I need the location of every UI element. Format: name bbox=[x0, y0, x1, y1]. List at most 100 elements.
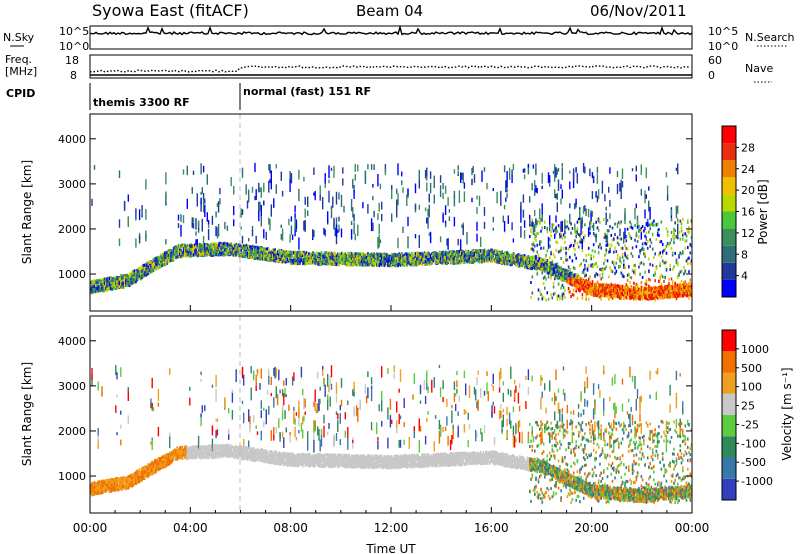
echo-cell bbox=[318, 257, 320, 262]
echo-cell bbox=[391, 186, 393, 200]
echo-cell bbox=[389, 264, 392, 268]
echo-cell bbox=[195, 245, 197, 249]
echo-cell bbox=[117, 282, 120, 286]
echo-cell bbox=[135, 270, 137, 274]
echo-cell bbox=[360, 263, 363, 267]
echo-cell bbox=[256, 255, 259, 259]
echo-cell bbox=[381, 257, 383, 261]
echo-cell bbox=[245, 246, 248, 250]
echo-cell bbox=[384, 261, 387, 265]
echo-cell bbox=[322, 259, 324, 263]
echo-cell bbox=[248, 195, 250, 203]
echo-cell bbox=[152, 268, 155, 272]
echo-cell bbox=[137, 267, 140, 271]
echo-cell bbox=[357, 257, 359, 261]
echo-cell bbox=[217, 253, 220, 257]
echo-cell bbox=[217, 201, 220, 213]
echo-cell bbox=[391, 264, 393, 268]
echo-cell bbox=[396, 207, 398, 218]
echo-cell bbox=[123, 279, 126, 283]
echo-cell bbox=[362, 252, 364, 256]
echo-cell bbox=[202, 165, 205, 173]
echo-cell bbox=[298, 261, 300, 265]
echo-cell bbox=[135, 280, 137, 284]
echo-cell bbox=[154, 257, 156, 261]
echo-cell bbox=[107, 277, 110, 281]
echo-cell bbox=[270, 258, 273, 262]
echo-cell bbox=[127, 194, 129, 202]
echo-cell bbox=[191, 247, 194, 251]
echo-cell bbox=[388, 256, 391, 260]
echo-cell bbox=[370, 253, 373, 257]
echo-cell bbox=[240, 247, 243, 251]
echo-cell bbox=[170, 253, 172, 257]
echo-cell bbox=[217, 244, 220, 248]
nsky-frame bbox=[89, 25, 693, 50]
echo-cell bbox=[503, 165, 506, 173]
echo-cell bbox=[384, 253, 387, 257]
echo-cell bbox=[246, 200, 249, 209]
echo-cell bbox=[334, 257, 337, 261]
echo-cell bbox=[130, 278, 132, 282]
echo-cell bbox=[401, 171, 403, 177]
plot-title: Syowa East (fitACF) bbox=[92, 1, 249, 20]
echo-cell bbox=[135, 277, 137, 282]
echo-cell bbox=[500, 196, 502, 206]
echo-cell bbox=[273, 255, 275, 259]
echo-cell bbox=[343, 254, 345, 258]
echo-cell bbox=[264, 250, 266, 254]
echo-cell bbox=[310, 259, 313, 263]
echo-cell bbox=[426, 167, 428, 177]
echo-cell bbox=[146, 263, 148, 267]
echo-cell bbox=[367, 259, 369, 263]
echo-cell bbox=[289, 250, 291, 254]
echo-cell bbox=[426, 182, 428, 192]
echo-cell bbox=[162, 255, 165, 259]
echo-cell bbox=[148, 271, 151, 275]
echo-cell bbox=[374, 256, 377, 260]
echo-cell bbox=[379, 183, 382, 190]
echo-cell bbox=[275, 256, 278, 260]
echo-cell bbox=[338, 224, 340, 232]
echo-cell bbox=[418, 169, 420, 180]
echo-cell bbox=[397, 255, 399, 259]
echo-cell bbox=[122, 278, 125, 282]
echo-cell bbox=[126, 278, 128, 282]
echo-cell bbox=[483, 221, 486, 229]
echo-cell bbox=[241, 243, 244, 247]
echo-cell bbox=[169, 249, 171, 253]
echo-cell bbox=[275, 253, 278, 257]
echo-cell bbox=[207, 220, 210, 225]
echo-cell bbox=[201, 251, 204, 256]
echo-cell bbox=[261, 250, 264, 254]
echo-cell bbox=[250, 254, 253, 258]
echo-cell bbox=[98, 289, 101, 293]
echo-cell bbox=[221, 246, 224, 250]
nsky-tick-top: 10^5 bbox=[59, 25, 89, 38]
echo-cell bbox=[233, 206, 235, 216]
echo-cell bbox=[248, 238, 250, 242]
echo-cell bbox=[379, 262, 382, 266]
echo-cell bbox=[251, 250, 254, 254]
echo-cell bbox=[245, 251, 248, 255]
echo-cell bbox=[294, 213, 296, 220]
echo-cell bbox=[259, 187, 261, 193]
echo-cell bbox=[269, 251, 271, 255]
nsky-label: N.Sky bbox=[3, 31, 35, 44]
echo-cell bbox=[92, 281, 95, 285]
echo-cell bbox=[253, 255, 255, 259]
echo-cell bbox=[214, 244, 216, 248]
echo-cell bbox=[146, 272, 148, 276]
echo-cell bbox=[90, 283, 92, 287]
echo-cell bbox=[444, 185, 447, 194]
echo-cell bbox=[281, 254, 284, 258]
echo-cell bbox=[354, 174, 356, 181]
echo-cell bbox=[332, 196, 334, 208]
echo-cell bbox=[219, 241, 221, 245]
echo-cell bbox=[299, 250, 301, 254]
echo-cell bbox=[138, 209, 141, 221]
echo-cell bbox=[238, 243, 240, 247]
echo-cell bbox=[280, 171, 282, 181]
echo-cell bbox=[118, 238, 121, 247]
echo-cell bbox=[338, 263, 340, 267]
